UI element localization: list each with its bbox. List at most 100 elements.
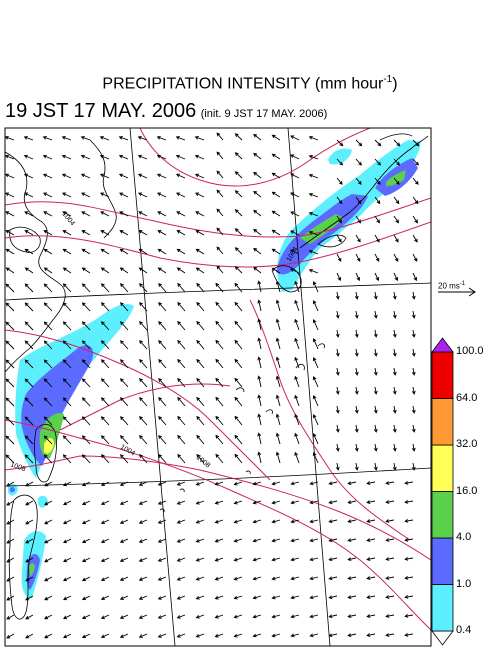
wind-vector <box>61 135 72 141</box>
wind-vector <box>6 500 15 506</box>
colorbar-swatch <box>431 491 454 539</box>
wind-vector <box>216 208 224 217</box>
wind-vector <box>275 299 281 312</box>
wind-vector <box>43 192 53 198</box>
isobar-line-4 <box>5 419 431 631</box>
wind-vector <box>139 435 148 445</box>
wind-vector <box>309 576 319 581</box>
wind-vector <box>138 519 148 524</box>
wind-vector <box>335 367 340 376</box>
wind-vector <box>373 291 378 300</box>
wind-vector <box>43 378 53 388</box>
wind-vector <box>62 397 72 407</box>
wind-vector <box>5 267 15 274</box>
wind-vector <box>214 538 224 543</box>
wind-vector <box>216 227 224 236</box>
wind-vector <box>157 500 167 505</box>
wind-vector <box>257 356 262 369</box>
colorbar-level-label: 1.0 <box>456 577 472 590</box>
wind-vector <box>24 211 34 217</box>
wind-vector <box>176 519 186 524</box>
wind-vector <box>336 272 342 282</box>
isobar-line-1 <box>5 197 431 238</box>
wind-vector <box>43 416 53 426</box>
wind-vector <box>290 249 300 255</box>
wind-vector <box>309 519 319 524</box>
wind-vector <box>366 538 376 542</box>
wind-vector <box>81 435 91 445</box>
wind-vector <box>5 173 15 179</box>
wind-vector <box>42 135 53 141</box>
wind-vector <box>81 519 91 525</box>
wind-vector <box>233 538 243 543</box>
wind-vector <box>214 576 224 581</box>
wind-vector <box>100 248 110 255</box>
wind-vector <box>6 481 15 487</box>
wind-vector <box>23 154 34 160</box>
wind-vector <box>119 519 129 524</box>
wind-vector <box>81 538 91 544</box>
wind-vector <box>176 557 186 562</box>
wind-vector <box>234 152 243 160</box>
wind-vector <box>156 135 167 141</box>
wind-vector <box>99 154 110 160</box>
wind-vector <box>5 135 15 141</box>
wind-vector <box>366 519 376 523</box>
wind-vector <box>43 454 53 464</box>
colorbar-swatch <box>431 351 454 399</box>
wind-vector <box>81 340 91 350</box>
wind-vector <box>100 557 110 563</box>
wind-vector <box>194 173 205 179</box>
wind-vector <box>385 576 395 580</box>
wind-vector <box>176 538 186 543</box>
wind-vector <box>138 481 148 486</box>
wind-vector <box>347 576 357 581</box>
wind-vector <box>412 158 419 166</box>
wind-vector <box>347 633 357 638</box>
wind-vector <box>347 595 357 600</box>
wind-vector <box>374 196 381 205</box>
wind-vector <box>120 416 129 426</box>
coast-islands-small <box>159 470 251 513</box>
wind-vector <box>234 396 243 407</box>
wind-vector <box>100 397 110 407</box>
wind-vector <box>328 633 338 638</box>
wind-vector <box>290 614 300 619</box>
wind-vector <box>5 378 15 388</box>
wind-vector <box>374 234 380 243</box>
wind-vector <box>234 301 243 312</box>
wind-vector <box>138 267 148 274</box>
wind-vector <box>290 519 300 524</box>
wind-vector <box>157 211 167 217</box>
isobar-label-5: 1008 <box>9 461 26 473</box>
wind-vector <box>234 339 243 350</box>
wind-vector <box>215 453 224 464</box>
wind-vector <box>294 375 300 388</box>
wind-vector <box>373 405 378 414</box>
wind-vector <box>328 557 338 562</box>
wind-vector <box>328 614 338 619</box>
wind-vector <box>137 135 148 141</box>
wind-vector <box>177 396 186 407</box>
wind-vector <box>44 614 53 620</box>
wind-vector <box>271 229 281 236</box>
wind-vector <box>120 283 129 293</box>
wind-vector <box>308 268 319 274</box>
wind-vector <box>120 454 129 464</box>
wind-vector <box>252 500 262 505</box>
wind-vector <box>6 614 15 620</box>
wind-vector <box>233 519 243 524</box>
wind-vector <box>24 267 34 274</box>
wind-vector <box>42 154 53 160</box>
wind-vector <box>412 253 418 262</box>
wind-vector <box>196 434 205 445</box>
wind-vector <box>80 135 91 141</box>
wind-vector <box>138 557 148 562</box>
wind-vector <box>347 481 357 486</box>
wind-vector <box>275 337 281 350</box>
wind-vector <box>25 633 34 639</box>
wind-vector <box>215 358 224 369</box>
wind-vector <box>234 415 243 426</box>
wind-vector <box>309 557 319 562</box>
wind-vector <box>43 267 53 274</box>
